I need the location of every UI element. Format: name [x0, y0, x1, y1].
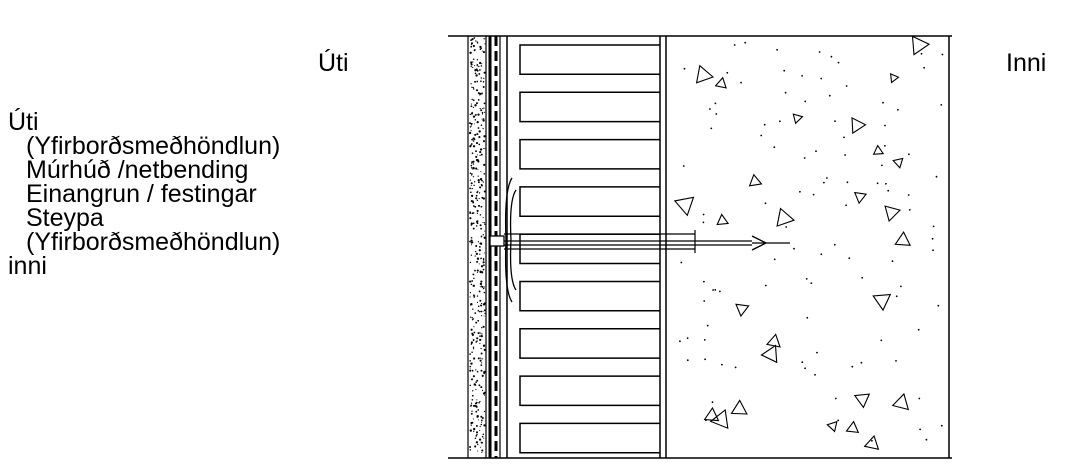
render-layer: [467, 36, 487, 458]
legend-item-surface-treatment-inner: (Yfirborðsmeðhöndlun): [26, 228, 281, 256]
legend-item-outside: Úti: [8, 108, 39, 136]
legend-item-surface-treatment-outer: (Yfirborðsmeðhöndlun): [26, 132, 281, 160]
layer-legend: Úti (Yfirborðsmeðhöndlun) Múrhúð /netben…: [8, 108, 281, 280]
legend-item-inside: inni: [8, 252, 47, 280]
outside-label: Úti: [318, 49, 349, 77]
inside-label: Inni: [1006, 49, 1047, 77]
concrete-layer: [673, 35, 950, 458]
legend-item-render-mesh: Múrhúð /netbending: [26, 156, 249, 184]
render-stipple: [468, 37, 486, 453]
mesh-layer: [488, 36, 501, 458]
concrete-aggregate: [673, 35, 944, 451]
anchor-fixing: [489, 177, 790, 303]
legend-item-insulation-fixings: Einangrun / festingar: [26, 180, 257, 208]
insulation-layer: [506, 36, 667, 458]
legend-item-concrete: Steypa: [26, 204, 104, 232]
